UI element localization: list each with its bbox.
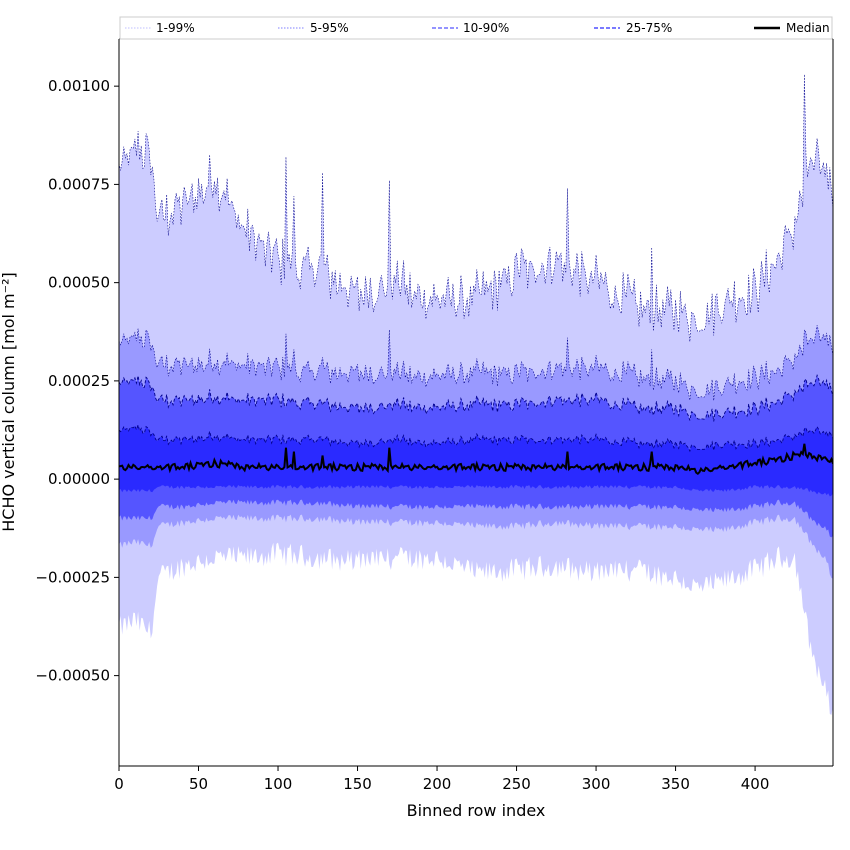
x-tick-label: 300 (582, 775, 611, 793)
legend-label: 5-95% (310, 21, 349, 35)
x-axis-label: Binned row index (407, 801, 546, 820)
legend-label: 10-90% (463, 21, 509, 35)
x-tick-label: 150 (343, 775, 372, 793)
band-25-75% (119, 424, 833, 497)
x-tick-label: 250 (502, 775, 531, 793)
x-tick-label: 0 (114, 775, 124, 793)
median-line (119, 443, 833, 476)
legend-label: Median (786, 21, 830, 35)
y-tick-label: 0.00050 (48, 274, 110, 292)
x-tick-label: 100 (264, 775, 293, 793)
y-tick-label: 0.00075 (48, 175, 110, 193)
y-tick-label: 0.00000 (48, 470, 110, 488)
axes: 0 50 100 150 200 250 300 350 400 −0.00050 −0.00025… (35, 38, 834, 793)
band-outline-1-99% (119, 74, 833, 342)
legend-label: 25-75% (626, 21, 672, 35)
plot-content (119, 74, 833, 715)
x-tick-label: 50 (189, 775, 208, 793)
plot-area (119, 74, 833, 715)
legend-label: 1-99% (156, 21, 195, 35)
band-outline-25-75% (119, 423, 833, 453)
x-tick-label: 350 (661, 775, 690, 793)
y-tick-label: −0.00025 (35, 568, 110, 586)
x-tick-label: 200 (423, 775, 452, 793)
y-tick-label: 0.00025 (48, 372, 110, 390)
x-tick-label: 400 (741, 775, 770, 793)
y-tick-label: 0.00100 (48, 77, 110, 95)
legend: 1-99% 5-95% 10-90% 25-75% Median (119, 16, 833, 40)
y-axis-label: HCHO vertical column [mol m⁻²] (0, 272, 18, 531)
band-outline-5-95% (119, 325, 833, 401)
y-tick-label: −0.00050 (35, 667, 110, 685)
band-outline-10-90% (119, 373, 833, 422)
legend-box (119, 16, 833, 40)
